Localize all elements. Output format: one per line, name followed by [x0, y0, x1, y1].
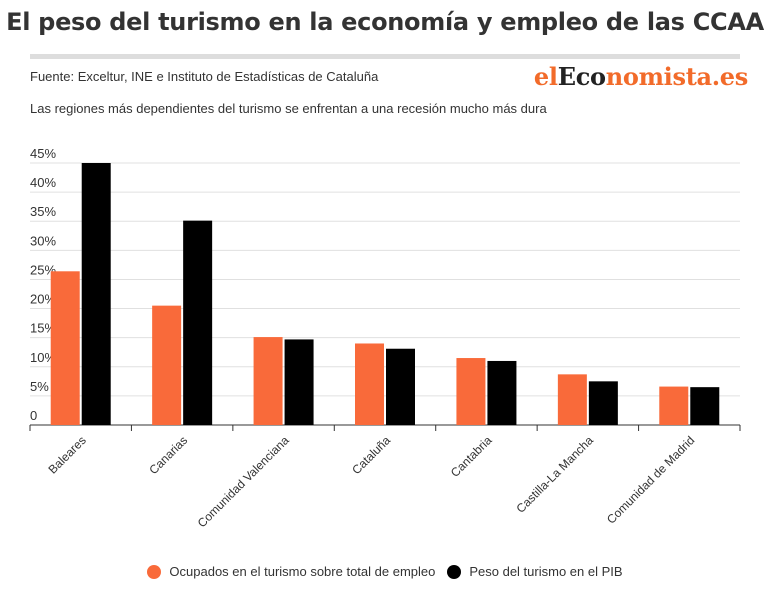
bar-employment: [50, 271, 80, 425]
y-tick-label: 0: [30, 408, 37, 423]
y-tick-label: 20%: [30, 292, 56, 307]
y-tick-label: 15%: [30, 321, 56, 336]
x-tick-label: Comunidad Valenciana: [195, 433, 292, 530]
brand-logo: elEconomista.es: [534, 62, 748, 91]
source-note: Fuente: Exceltur, INE e Instituto de Est…: [30, 69, 379, 84]
bar-employment: [355, 343, 384, 425]
legend-item-gdp[interactable]: Peso del turismo en el PIB: [447, 564, 623, 579]
legend-label-gdp: Peso del turismo en el PIB: [469, 564, 623, 579]
x-tick-label: Castilla-La Mancha: [513, 433, 596, 516]
chart-subtitle: Las regiones más dependientes del turism…: [30, 101, 547, 116]
bar-employment: [456, 358, 486, 425]
y-tick-label: 35%: [30, 204, 56, 219]
chart-legend: Ocupados en el turismo sobre total de em…: [0, 564, 770, 579]
legend-label-employment: Ocupados en el turismo sobre total de em…: [169, 564, 436, 579]
bar-gdp: [183, 220, 213, 425]
x-tick-label: Cantabria: [448, 433, 495, 480]
y-tick-label: 5%: [30, 379, 49, 394]
legend-swatch-employment: [147, 564, 162, 579]
bar-gdp: [386, 348, 415, 425]
bar-gdp: [690, 387, 720, 425]
y-tick-label: 10%: [30, 350, 56, 365]
y-tick-label: 30%: [30, 233, 56, 248]
logo-text-eco: Eco: [557, 62, 606, 91]
bar-employment: [659, 386, 689, 425]
bar-chart: 0 5% 10% 15% 20% 25% 30% 35% 40% 45% Baleares Canar…: [29, 146, 741, 530]
legend-item-employment[interactable]: Ocupados en el turismo sobre total de em…: [147, 564, 435, 579]
legend-swatch-gdp: [447, 564, 462, 579]
y-tick-label: 40%: [30, 175, 56, 190]
x-tick-label: Canarias: [146, 433, 190, 477]
bar-gdp: [487, 360, 517, 425]
y-tick-label: 25%: [30, 262, 56, 277]
title-divider: [30, 54, 740, 59]
x-tick-label: Cataluña: [349, 433, 393, 477]
bar-employment: [253, 337, 283, 425]
bar-gdp: [284, 339, 314, 425]
x-tick-label: Baleares: [45, 433, 88, 476]
logo-text-el: el: [533, 62, 558, 91]
bar-gdp: [588, 381, 618, 425]
bar-employment: [152, 305, 182, 425]
bar-gdp: [81, 163, 111, 425]
chart-title: El peso del turismo en la economía y emp…: [6, 8, 764, 36]
logo-text-nomista: nomista.es: [605, 62, 749, 91]
y-tick-label: 45%: [30, 146, 56, 161]
bar-employment: [557, 374, 587, 425]
x-tick-label: Comunidad de Madrid: [604, 433, 697, 526]
